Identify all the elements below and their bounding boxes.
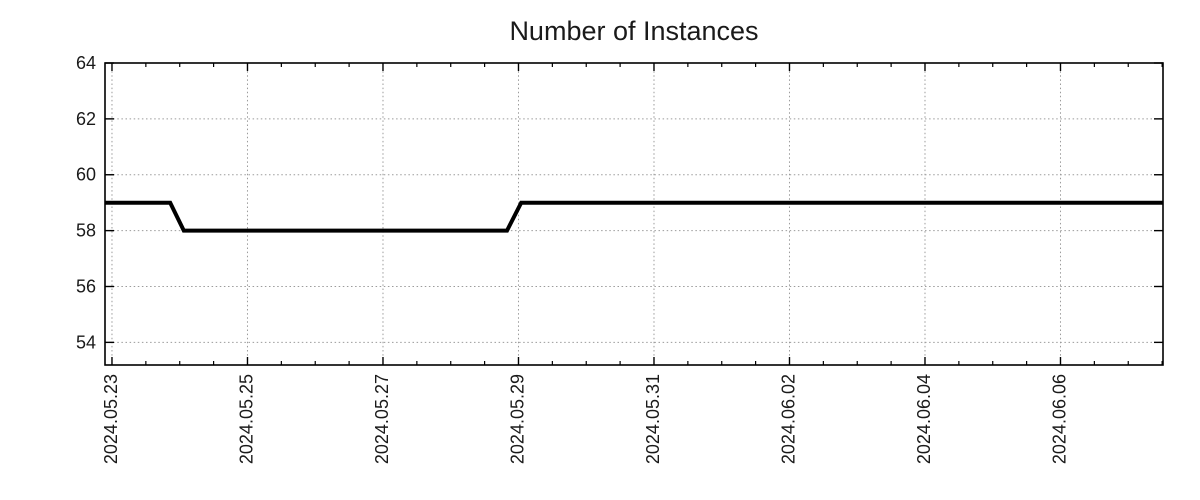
x-tick-label: 2024.05.31: [643, 374, 663, 464]
x-tick-label: 2024.05.27: [372, 374, 392, 464]
x-tick-label: 2024.06.06: [1049, 374, 1069, 464]
x-tick-label: 2024.05.25: [236, 374, 256, 464]
y-tick-label: 56: [76, 276, 96, 296]
y-tick-label: 60: [76, 165, 96, 185]
chart-title: Number of Instances: [509, 16, 758, 46]
y-tick-label: 62: [76, 109, 96, 129]
x-tick-label: 2024.06.02: [778, 374, 798, 464]
plot-border: [104, 62, 1164, 366]
y-tick-label: 64: [76, 53, 96, 73]
x-tick-label: 2024.05.29: [507, 374, 527, 464]
y-tick-label: 54: [76, 332, 96, 352]
x-tick-label: 2024.06.04: [914, 374, 934, 464]
x-tick-label: 2024.05.23: [101, 374, 121, 464]
y-tick-label: 58: [76, 221, 96, 241]
series-line-instances: [105, 200, 1163, 233]
